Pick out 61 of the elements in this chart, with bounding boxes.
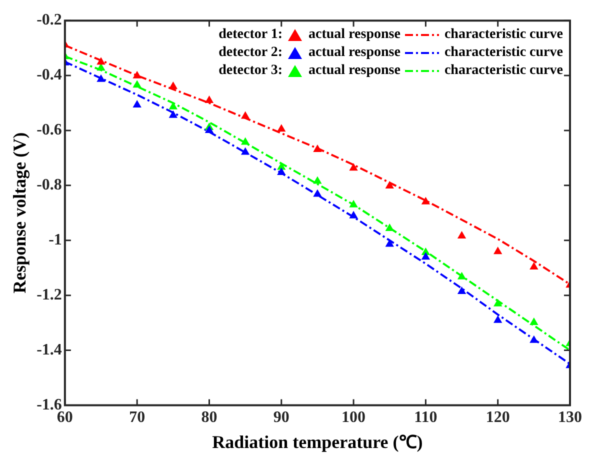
point [204, 125, 214, 133]
x-tick-label: 120 [486, 408, 510, 426]
y-tick-label: -0.4 [36, 66, 62, 84]
y-tick-label: -0.2 [36, 12, 62, 29]
point [277, 124, 286, 132]
point [132, 100, 142, 108]
point [277, 168, 286, 176]
point [494, 298, 502, 306]
x-tick-label: 100 [342, 408, 366, 426]
point [240, 111, 250, 119]
y-tick-label: -0.6 [36, 122, 62, 139]
x-tick-label: 90 [273, 408, 290, 426]
point [421, 252, 430, 260]
point [313, 189, 322, 197]
point [494, 315, 502, 323]
point [494, 246, 502, 254]
point [313, 176, 322, 184]
point [96, 74, 106, 82]
point [168, 110, 178, 118]
y-tick-label: -0.8 [36, 176, 62, 194]
point [385, 224, 394, 232]
y-tick-label: -1 [48, 232, 62, 249]
point [530, 335, 538, 343]
point [530, 318, 538, 326]
point [313, 144, 322, 152]
legend-label: actual response [308, 44, 400, 62]
point [530, 262, 538, 270]
point [457, 272, 466, 280]
legend-label: actual response [308, 62, 400, 80]
x-tick-label: 60 [56, 408, 73, 426]
point [168, 82, 178, 90]
legend-label: actual response [308, 26, 400, 44]
point [132, 80, 142, 88]
point [96, 57, 106, 65]
legend-label: characteristic curve [444, 62, 563, 80]
point [385, 180, 394, 188]
point [168, 102, 178, 110]
x-tick-label: 130 [558, 408, 582, 426]
point [457, 286, 466, 294]
x-axis-title: Radiation temperature (℃) [212, 432, 423, 452]
y-tick-label: -1.2 [36, 286, 62, 304]
point [204, 96, 214, 104]
point [349, 210, 358, 218]
point [349, 163, 358, 171]
annotation: detector 1: [218, 26, 283, 44]
y-axis-title: Response voltage (V) [9, 132, 30, 294]
point [421, 196, 430, 204]
legend-label: characteristic curve [444, 44, 563, 62]
point [457, 230, 466, 238]
annotation: detector 3: [218, 62, 283, 80]
annotation: detector 2: [218, 44, 283, 62]
x-tick-label: 80 [201, 408, 218, 426]
y-tick-label: -1.4 [36, 341, 62, 358]
legend-label: characteristic curve [444, 26, 563, 44]
x-tick-label: 70 [129, 408, 146, 426]
point [240, 147, 250, 155]
x-tick-label: 110 [414, 408, 438, 426]
point [240, 137, 250, 145]
point [385, 239, 394, 247]
point [349, 200, 358, 208]
point [132, 70, 142, 78]
